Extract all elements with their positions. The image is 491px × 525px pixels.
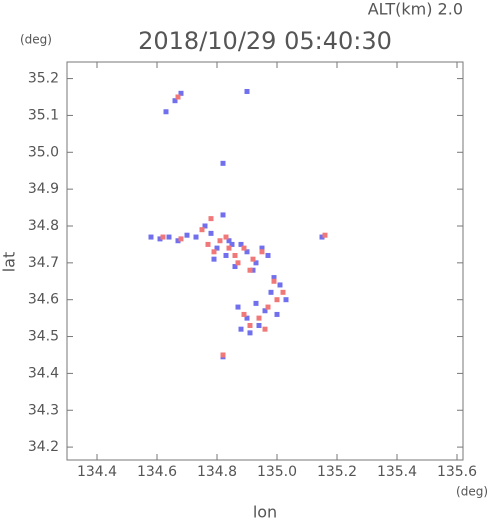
echo-point	[271, 275, 277, 281]
echo-point	[172, 98, 178, 104]
y-tick-label: 34.8	[28, 218, 59, 234]
echo-point	[244, 249, 250, 255]
echo-point	[253, 260, 259, 266]
echo-point	[175, 238, 181, 244]
echo-point	[259, 245, 265, 251]
echo-point	[223, 234, 229, 240]
echo-point	[232, 252, 238, 258]
echo-point	[241, 311, 247, 317]
echo-point	[208, 230, 214, 236]
echo-point	[244, 88, 250, 94]
x-tick-label: 135.4	[377, 464, 417, 480]
echo-point	[166, 234, 172, 240]
echo-point	[157, 236, 163, 242]
y-tick-label: 35.2	[28, 71, 59, 87]
echo-point	[268, 289, 274, 295]
echo-point	[220, 212, 226, 218]
echo-point	[247, 267, 253, 273]
echo-point	[244, 315, 250, 321]
echo-point	[211, 249, 217, 255]
echo-point	[256, 322, 262, 328]
echo-point	[235, 260, 241, 266]
echo-point	[178, 236, 184, 242]
x-tick-label: 135.0	[257, 464, 297, 480]
echo-point	[208, 216, 214, 222]
y-tick-label: 34.4	[28, 365, 59, 381]
echo-point	[277, 282, 283, 288]
echo-point	[238, 241, 244, 247]
chart-title: 2018/10/29 05:40:30	[138, 27, 392, 55]
echo-point	[241, 245, 247, 251]
echo-point	[262, 326, 268, 332]
echo-point	[256, 315, 262, 321]
echo-point	[235, 304, 241, 310]
echo-point	[232, 264, 238, 270]
echo-point	[250, 256, 256, 262]
echo-point	[319, 234, 325, 240]
x-tick-label: 134.6	[137, 464, 177, 480]
echo-point	[247, 330, 253, 336]
echo-point	[250, 267, 256, 273]
x-unit: (deg)	[456, 485, 488, 499]
echo-point	[184, 232, 190, 238]
echo-point	[283, 297, 289, 303]
y-tick-label: 34.5	[28, 329, 59, 345]
echo-point	[217, 238, 223, 244]
echo-point	[202, 223, 208, 229]
echo-point	[205, 241, 211, 247]
echo-point	[178, 90, 184, 96]
echo-point	[265, 304, 271, 310]
plot-frame	[66, 61, 464, 461]
echo-point	[280, 289, 286, 295]
echo-point	[175, 94, 181, 100]
x-tick-label: 134.4	[77, 464, 117, 480]
altitude-annotation: ALT(km) 2.0	[368, 0, 463, 19]
echo-point	[163, 109, 169, 115]
echo-point	[274, 311, 280, 317]
echo-point	[220, 352, 226, 358]
echo-point	[223, 252, 229, 258]
x-tick-label: 135.6	[437, 464, 477, 480]
echo-point	[322, 232, 328, 238]
echo-point	[199, 227, 205, 233]
echo-point	[226, 238, 232, 244]
echo-point	[265, 252, 271, 258]
y-tick-label: 34.9	[28, 181, 59, 197]
y-axis-label: lat	[0, 252, 19, 273]
y-tick-label: 34.3	[28, 402, 59, 418]
y-tick-label: 34.6	[28, 292, 59, 308]
echo-point	[271, 278, 277, 284]
y-tick-label: 35.1	[28, 107, 59, 123]
echo-point	[193, 234, 199, 240]
echo-point	[160, 234, 166, 240]
y-unit: (deg)	[20, 33, 52, 47]
y-tick-label: 34.2	[28, 439, 59, 455]
echo-point	[238, 326, 244, 332]
echo-point	[259, 249, 265, 255]
x-axis-label: lon	[253, 503, 277, 522]
echo-point	[262, 308, 268, 314]
echo-point	[247, 322, 253, 328]
echo-point	[214, 245, 220, 251]
x-tick-label: 134.8	[197, 464, 237, 480]
echo-point	[148, 234, 154, 240]
echo-point	[211, 256, 217, 262]
echo-point	[220, 160, 226, 166]
echo-point	[226, 245, 232, 251]
x-tick-label: 135.2	[317, 464, 357, 480]
echo-point	[229, 241, 235, 247]
y-tick-label: 34.7	[28, 255, 59, 271]
echo-point	[274, 297, 280, 303]
y-tick-label: 35.0	[28, 144, 59, 160]
echo-point	[253, 300, 259, 306]
